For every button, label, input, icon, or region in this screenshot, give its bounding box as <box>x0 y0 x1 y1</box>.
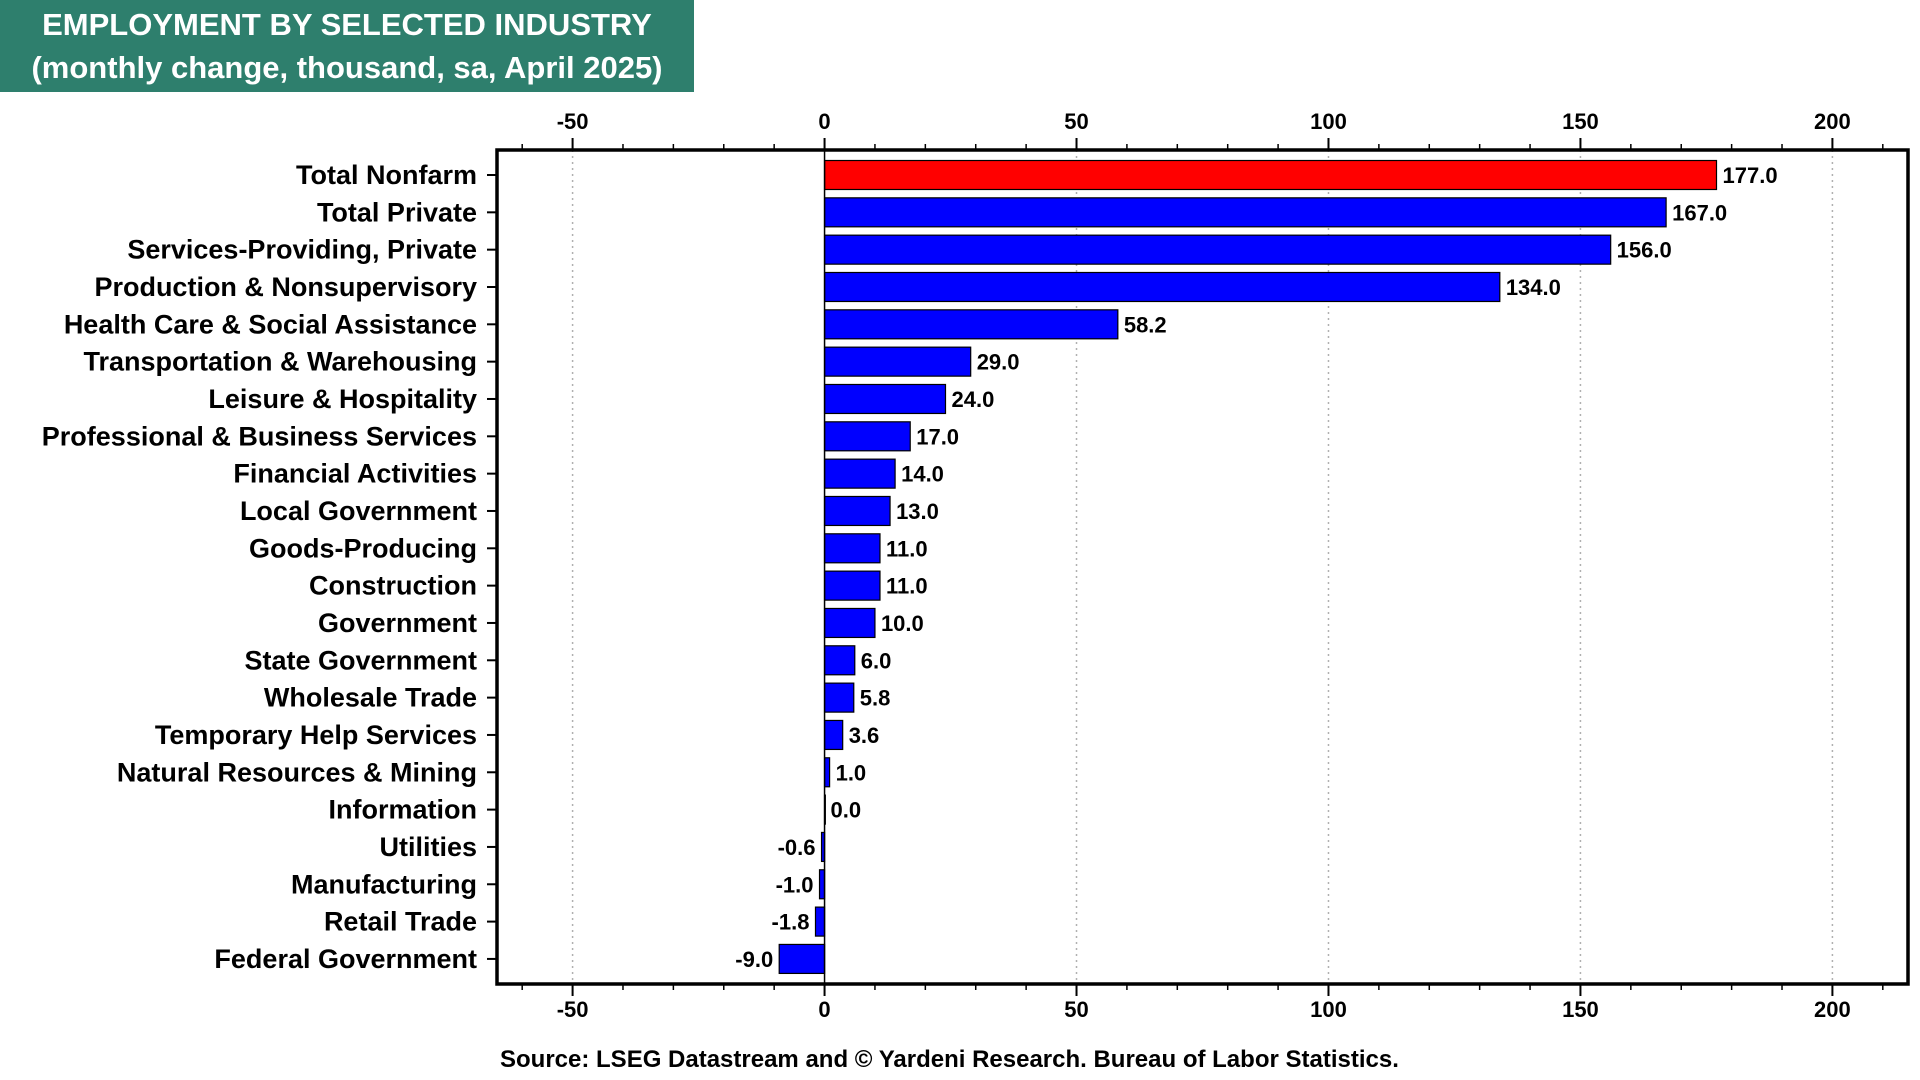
bar <box>823 757 831 788</box>
bar <box>823 234 1612 265</box>
chart-title: EMPLOYMENT BY SELECTED INDUSTRY <box>42 7 652 42</box>
data-label: 177.0 <box>1723 163 1778 188</box>
bars <box>778 159 1718 975</box>
data-label: 11.0 <box>886 536 928 561</box>
category-label: Local Government <box>240 496 477 526</box>
chart-title-box: EMPLOYMENT BY SELECTED INDUSTRY (monthly… <box>0 0 694 92</box>
tick-label-bottom: -50 <box>557 997 589 1022</box>
category-label: Services-Providing, Private <box>127 235 477 265</box>
bar <box>823 159 1718 191</box>
chart-subtitle: (monthly change, thousand, sa, April 202… <box>31 50 663 85</box>
category-label: Leisure & Hospitality <box>208 384 477 414</box>
category-label: Information <box>329 795 478 825</box>
category-label: Manufacturing <box>291 869 477 899</box>
bar <box>823 421 911 452</box>
data-label: -1.8 <box>772 910 810 935</box>
data-label: 24.0 <box>951 387 994 412</box>
category-label: Utilities <box>379 832 477 862</box>
labels: -50 -50 0 0 50 50 100 100 150 150 200 200 Total Nonf… <box>42 109 1851 1022</box>
bar <box>823 570 881 601</box>
data-label: -1.0 <box>776 872 814 897</box>
bar <box>823 607 876 639</box>
data-label: 11.0 <box>886 574 928 599</box>
plot-frame <box>495 148 1910 986</box>
bar <box>823 383 947 415</box>
bar <box>814 906 826 937</box>
data-label: 5.8 <box>860 686 891 711</box>
tick-label-top: -50 <box>557 109 589 134</box>
category-label: Federal Government <box>214 944 477 974</box>
data-label: 14.0 <box>901 462 944 487</box>
data-label: 3.6 <box>849 723 880 748</box>
category-label: Production & Nonsupervisory <box>94 272 477 302</box>
bar <box>823 458 896 489</box>
data-label: 134.0 <box>1506 275 1561 300</box>
tick-label-top: 100 <box>1310 109 1347 134</box>
axes <box>487 138 1910 996</box>
category-label: Financial Activities <box>233 459 477 489</box>
category-label: Natural Resources & Mining <box>117 757 477 787</box>
category-label: Professional & Business Services <box>42 421 477 451</box>
data-label: 156.0 <box>1617 238 1672 263</box>
tick-label-top: 200 <box>1814 109 1851 134</box>
tick-label-top: 0 <box>818 109 830 134</box>
tick-label-bottom: 150 <box>1562 997 1599 1022</box>
bar <box>823 495 891 527</box>
data-label: 1.0 <box>836 760 867 785</box>
data-label: 10.0 <box>881 611 924 636</box>
tick-label-top: 150 <box>1562 109 1599 134</box>
data-label: 167.0 <box>1672 200 1727 225</box>
category-label: Transportation & Warehousing <box>83 347 477 377</box>
bar <box>823 533 881 564</box>
category-label: Total Nonfarm <box>296 160 477 190</box>
category-label: Construction <box>309 571 477 601</box>
category-label: State Government <box>244 645 477 675</box>
category-label: Government <box>318 608 477 638</box>
tick-label-bottom: 0 <box>818 997 830 1022</box>
bar <box>823 645 856 676</box>
bar <box>778 943 826 975</box>
category-label: Goods-Producing <box>249 533 477 563</box>
data-label: 17.0 <box>916 424 959 449</box>
bar <box>818 869 826 900</box>
tick-label-bottom: 50 <box>1064 997 1088 1022</box>
bar <box>823 271 1501 303</box>
tick-label-top: 50 <box>1064 109 1088 134</box>
source-note: Source: LSEG Datastream and © Yardeni Re… <box>500 1046 1399 1073</box>
bar <box>823 682 855 713</box>
category-label: Health Care & Social Assistance <box>64 309 477 339</box>
category-label: Wholesale Trade <box>264 683 477 713</box>
category-label: Temporary Help Services <box>155 720 477 750</box>
data-label: -9.0 <box>735 947 773 972</box>
tick-label-bottom: 200 <box>1814 997 1851 1022</box>
bar <box>823 309 1119 340</box>
data-label: 29.0 <box>977 350 1020 375</box>
data-label: 13.0 <box>896 499 939 524</box>
bar <box>823 197 1667 228</box>
category-label: Total Private <box>317 197 477 227</box>
bar <box>823 346 972 377</box>
data-label: 58.2 <box>1124 312 1167 337</box>
category-label: Retail Trade <box>324 907 477 937</box>
tick-label-bottom: 100 <box>1310 997 1347 1022</box>
data-label: -0.6 <box>778 835 816 860</box>
bar <box>823 719 844 751</box>
data-label: 6.0 <box>861 648 892 673</box>
data-label: 0.0 <box>831 798 862 823</box>
